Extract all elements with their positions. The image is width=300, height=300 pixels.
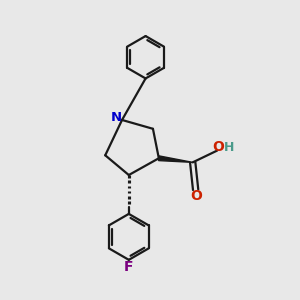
- Polygon shape: [158, 156, 193, 162]
- Text: O: O: [213, 140, 224, 154]
- Text: O: O: [190, 189, 202, 203]
- Text: N: N: [111, 111, 122, 124]
- Text: F: F: [124, 260, 134, 274]
- Text: H: H: [224, 141, 235, 154]
